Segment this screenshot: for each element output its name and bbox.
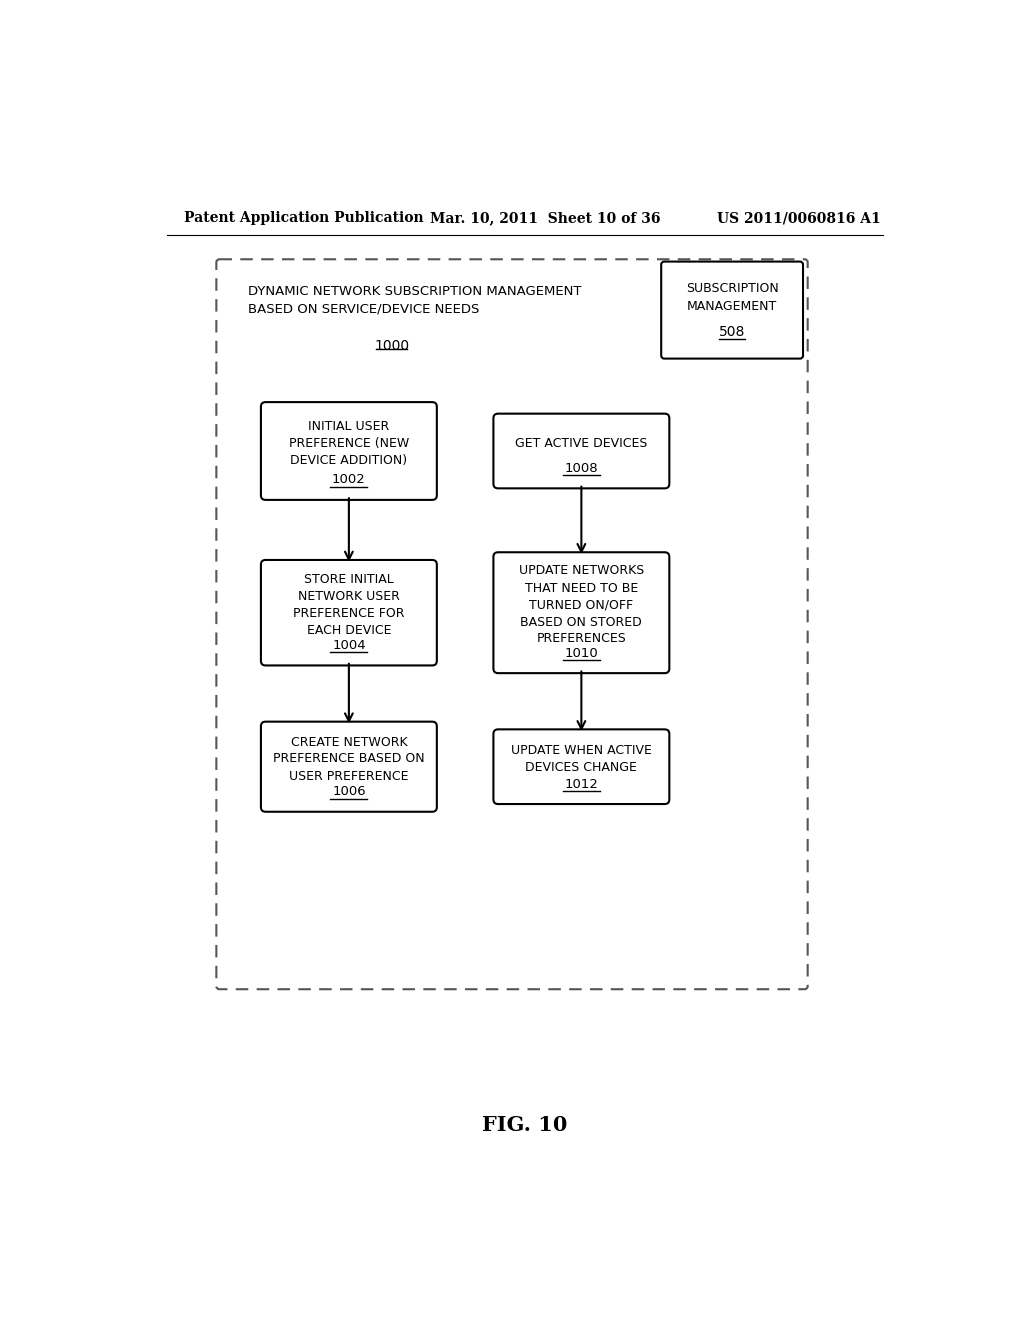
Text: US 2011/0060816 A1: US 2011/0060816 A1 (717, 211, 881, 226)
Text: GET ACTIVE DEVICES: GET ACTIVE DEVICES (515, 437, 647, 450)
FancyBboxPatch shape (494, 413, 670, 488)
FancyBboxPatch shape (494, 730, 670, 804)
Text: 1002: 1002 (332, 474, 366, 486)
Text: CREATE NETWORK
PREFERENCE BASED ON
USER PREFERENCE: CREATE NETWORK PREFERENCE BASED ON USER … (273, 735, 425, 783)
Text: 508: 508 (719, 326, 745, 339)
FancyBboxPatch shape (261, 722, 437, 812)
Text: 1000: 1000 (374, 339, 409, 354)
Text: INITIAL USER
PREFERENCE (NEW
DEVICE ADDITION): INITIAL USER PREFERENCE (NEW DEVICE ADDI… (289, 420, 409, 467)
Text: UPDATE WHEN ACTIVE
DEVICES CHANGE: UPDATE WHEN ACTIVE DEVICES CHANGE (511, 744, 652, 774)
Text: FIG. 10: FIG. 10 (482, 1115, 567, 1135)
FancyBboxPatch shape (494, 552, 670, 673)
Text: STORE INITIAL
NETWORK USER
PREFERENCE FOR
EACH DEVICE: STORE INITIAL NETWORK USER PREFERENCE FO… (293, 573, 404, 638)
FancyBboxPatch shape (261, 560, 437, 665)
FancyBboxPatch shape (261, 403, 437, 500)
Text: Mar. 10, 2011  Sheet 10 of 36: Mar. 10, 2011 Sheet 10 of 36 (430, 211, 660, 226)
Text: Patent Application Publication: Patent Application Publication (183, 211, 424, 226)
Text: 1006: 1006 (332, 785, 366, 799)
Text: 1004: 1004 (332, 639, 366, 652)
Text: DYNAMIC NETWORK SUBSCRIPTION MANAGEMENT
BASED ON SERVICE/DEVICE NEEDS: DYNAMIC NETWORK SUBSCRIPTION MANAGEMENT … (248, 285, 582, 315)
Text: 1012: 1012 (564, 777, 598, 791)
Text: 1008: 1008 (564, 462, 598, 475)
Text: 1010: 1010 (564, 647, 598, 660)
Text: SUBSCRIPTION
MANAGEMENT: SUBSCRIPTION MANAGEMENT (686, 281, 778, 313)
Text: UPDATE NETWORKS
THAT NEED TO BE
TURNED ON/OFF
BASED ON STORED
PREFERENCES: UPDATE NETWORKS THAT NEED TO BE TURNED O… (519, 565, 644, 645)
FancyBboxPatch shape (662, 261, 803, 359)
